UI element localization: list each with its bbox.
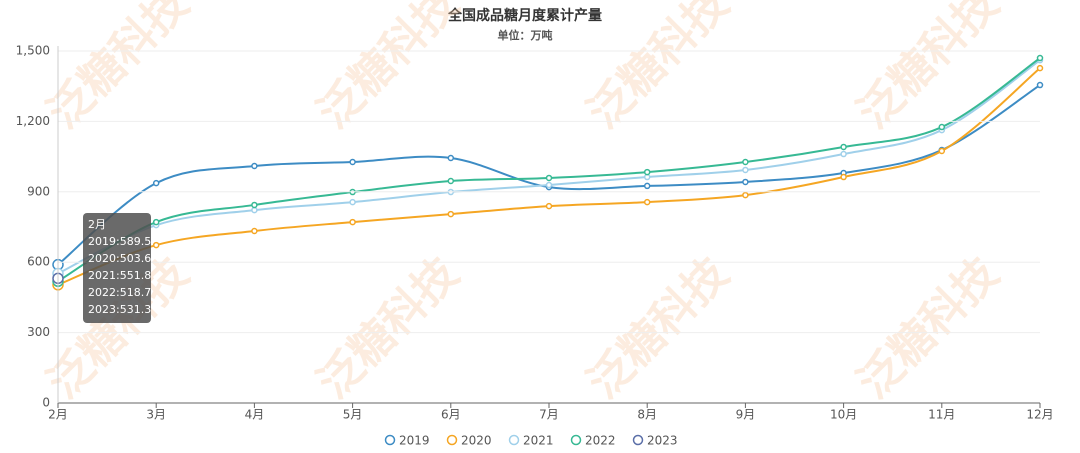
data-point [251, 227, 258, 235]
x-tick-label: 4月 [245, 408, 265, 422]
data-point [447, 177, 455, 185]
chart-subtitle: 单位：万吨 [498, 28, 553, 42]
legend-label: 2019 [399, 434, 430, 448]
data-point [1036, 64, 1044, 72]
legend-icon [384, 434, 396, 446]
legend-label: 2021 [523, 434, 554, 448]
data-point [349, 158, 356, 166]
watermark: 泛糖科技 [38, 0, 199, 138]
watermark: 泛糖科技 [848, 248, 1009, 409]
data-point [840, 143, 847, 151]
y-tick-label: 600 [27, 255, 50, 269]
legend-icon [570, 434, 582, 446]
data-point [545, 174, 553, 182]
x-tick-label: 9月 [736, 408, 756, 422]
data-point [349, 218, 356, 226]
tooltip-item: 2021:551.8 [88, 269, 151, 282]
y-tick-label: 300 [27, 325, 50, 339]
tooltip-title: 2月 [88, 218, 106, 231]
data-point [742, 166, 749, 174]
plot [52, 54, 1044, 291]
watermark: 泛糖科技 [308, 248, 469, 409]
data-point [152, 218, 160, 226]
y-tick-label: 0 [42, 396, 50, 410]
x-tick-label: 3月 [146, 408, 166, 422]
data-point [349, 198, 356, 206]
data-point [251, 201, 258, 209]
legend-label: 2023 [647, 434, 678, 448]
y-tick-label: 1,500 [16, 44, 50, 58]
data-point [545, 181, 553, 189]
tooltip-item: 2022:518.7 [88, 286, 151, 299]
x-tick-label: 7月 [539, 408, 559, 422]
data-point [447, 154, 455, 162]
x-tick-label: 12月 [1026, 408, 1053, 422]
data-point [251, 162, 258, 170]
data-point [742, 178, 749, 186]
tooltip-item: 2019:589.5 [88, 235, 151, 248]
x-tick-label: 2月 [48, 408, 68, 422]
watermark: 泛糖科技 [848, 0, 1009, 138]
data-point [1036, 54, 1044, 62]
data-point [742, 158, 749, 166]
data-point [545, 202, 553, 210]
data-point [840, 173, 847, 181]
legend-icon [508, 434, 520, 446]
data-point [643, 198, 651, 206]
data-point [938, 123, 946, 131]
x-tick-label: 8月 [637, 408, 657, 422]
data-point [643, 168, 651, 176]
x-tick-label: 10月 [830, 408, 857, 422]
tooltip-item: 2020:503.6 [88, 252, 151, 265]
data-point [938, 147, 946, 155]
y-tick-label: 900 [27, 184, 50, 198]
chart-title: 全国成品糖月度累计产量 [447, 7, 602, 24]
data-point [447, 210, 455, 218]
data-point [643, 182, 651, 190]
data-point [152, 179, 160, 187]
data-point [251, 206, 258, 214]
data-point [1036, 81, 1044, 89]
data-point [840, 150, 847, 158]
x-tick-label: 11月 [928, 408, 955, 422]
data-point [742, 191, 749, 199]
legend-icon [446, 434, 458, 446]
watermark: 泛糖科技 [578, 0, 739, 138]
watermark: 泛糖科技 [578, 248, 739, 409]
x-tick-label: 5月 [343, 408, 363, 422]
legend-label: 2020 [461, 434, 492, 448]
legend-icon [632, 434, 644, 446]
x-tick-label: 6月 [441, 408, 461, 422]
y-tick-label: 1,200 [16, 114, 50, 128]
legend-label: 2022 [585, 434, 616, 448]
watermark: 泛糖科技 [308, 0, 469, 138]
tooltip-item: 2023:531.3 [88, 303, 151, 316]
tooltip [83, 213, 151, 323]
data-point [152, 241, 160, 249]
